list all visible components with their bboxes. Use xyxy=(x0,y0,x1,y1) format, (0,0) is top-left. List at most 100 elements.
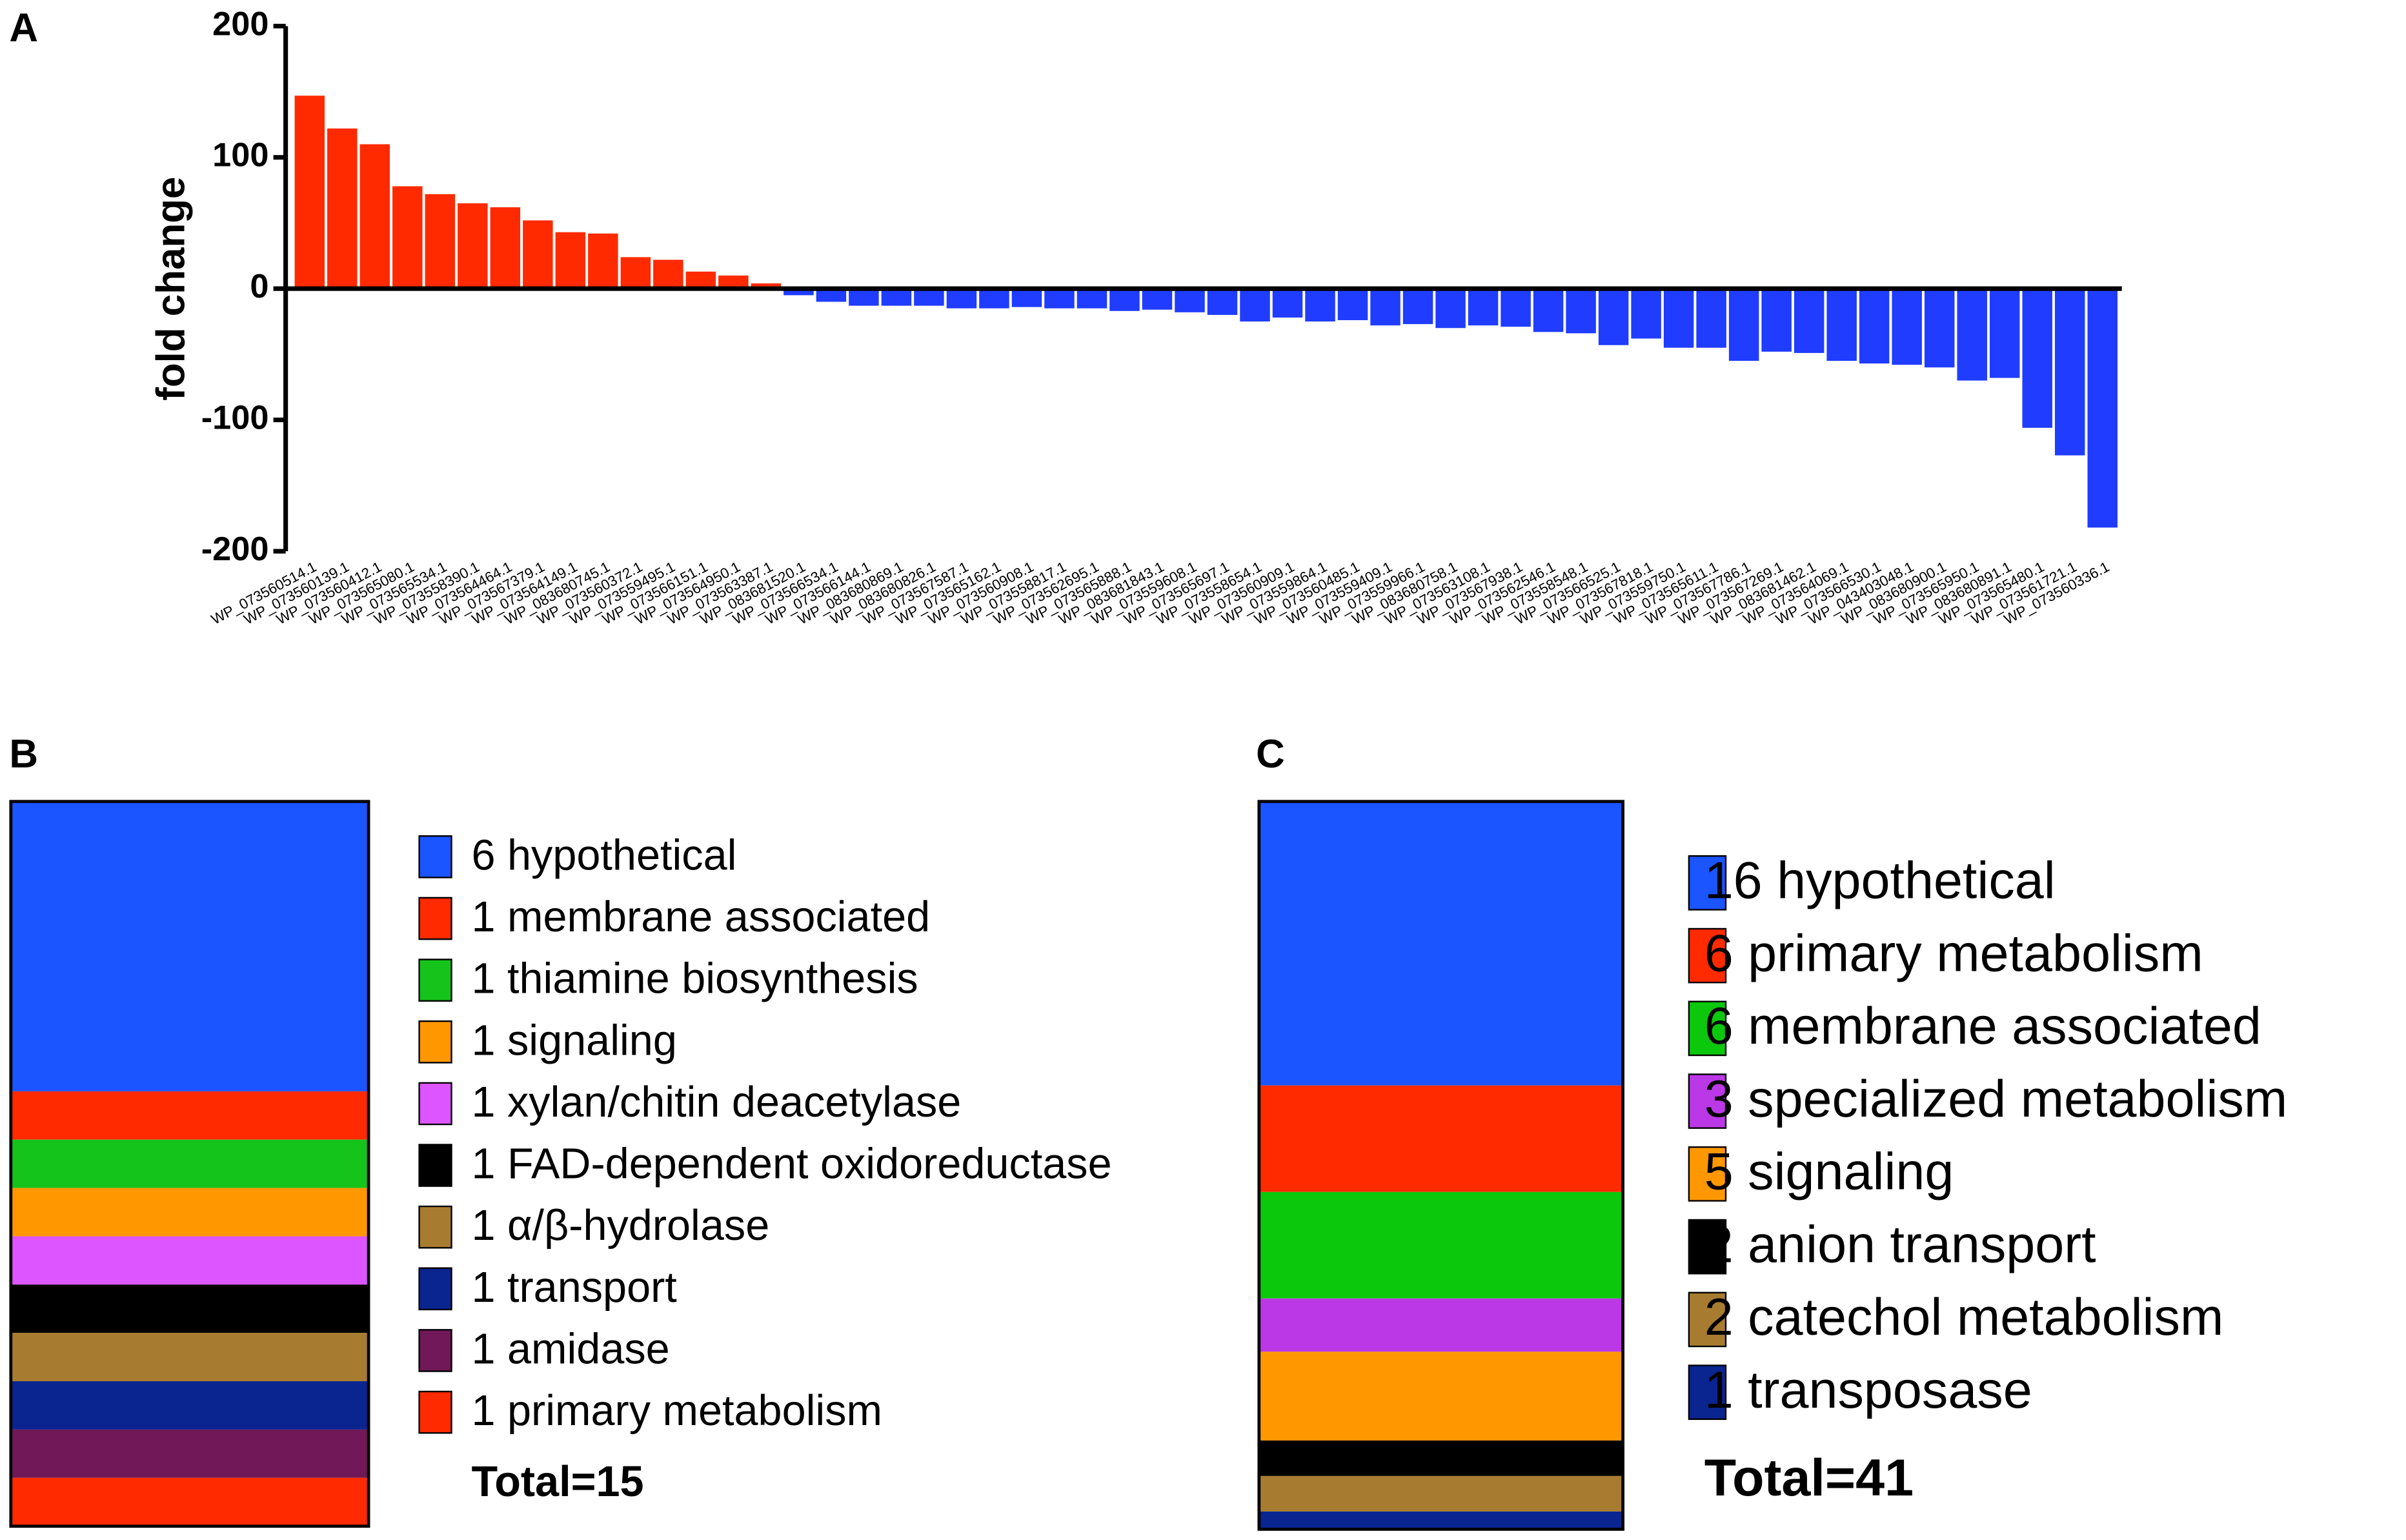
legend-swatch xyxy=(418,1082,452,1126)
y-tick-label: -100 xyxy=(201,399,269,436)
y-tick-label: -200 xyxy=(201,531,269,568)
legend-label: 6 primary metabolism xyxy=(1704,924,2203,982)
legend-swatch xyxy=(1688,1146,1727,1202)
legend-label: 1 transport xyxy=(471,1264,677,1312)
bar xyxy=(588,233,618,289)
bar xyxy=(490,207,521,289)
bar xyxy=(685,271,716,289)
legend-swatch xyxy=(1688,1073,1727,1129)
bar xyxy=(1728,289,1759,361)
bar xyxy=(425,194,456,289)
panel-letter: A xyxy=(9,6,38,50)
segment xyxy=(10,1429,369,1478)
bar xyxy=(2022,289,2052,428)
legend-label: 1 xylan/chitin deacetylase xyxy=(471,1079,961,1126)
bar xyxy=(1663,289,1694,348)
bar xyxy=(555,232,586,289)
bar xyxy=(1402,289,1433,325)
bar xyxy=(2054,289,2085,456)
bar xyxy=(1370,289,1400,326)
segment xyxy=(1259,1298,1623,1352)
bar xyxy=(1272,289,1303,318)
legend-swatch xyxy=(1688,1219,1727,1275)
bar xyxy=(1435,289,1466,329)
legend-label: 6 membrane associated xyxy=(1704,997,2261,1055)
legend-label: 2 anion transport xyxy=(1704,1215,2096,1273)
bar xyxy=(979,289,1009,309)
bar xyxy=(1957,289,1987,381)
legend-label: 16 hypothetical xyxy=(1704,852,2056,910)
legend-label: 6 hypothetical xyxy=(471,831,736,879)
bar xyxy=(1794,289,1825,353)
segment xyxy=(10,801,369,1091)
bar xyxy=(620,257,651,289)
legend-label: 1 signaling xyxy=(471,1017,676,1064)
legend-swatch xyxy=(418,1267,452,1311)
segment xyxy=(1259,1440,1623,1476)
bar xyxy=(1240,289,1270,322)
segment xyxy=(10,1188,369,1237)
bar xyxy=(1337,289,1368,321)
bar xyxy=(1631,289,1661,339)
legend-label: 1 membrane associated xyxy=(471,893,930,941)
bar xyxy=(1207,289,1238,315)
segment xyxy=(10,1284,369,1333)
total-label: Total=15 xyxy=(471,1458,643,1506)
legend-label: 1 thiamine biosynthesis xyxy=(471,955,918,1003)
legend-label: 1 α/β-hydrolase xyxy=(471,1202,769,1250)
legend-swatch xyxy=(1688,855,1727,911)
legend-swatch xyxy=(418,958,452,1002)
bar xyxy=(1533,289,1564,332)
bar xyxy=(392,186,423,289)
bar xyxy=(946,289,977,309)
segment xyxy=(10,1381,369,1430)
bar xyxy=(1011,289,1042,307)
legend-swatch xyxy=(418,835,452,878)
legend-label: 1 amidase xyxy=(471,1325,669,1373)
legend-swatch xyxy=(418,1144,452,1187)
bar xyxy=(359,144,390,289)
bar xyxy=(1761,289,1792,352)
bar xyxy=(1468,289,1499,326)
panel-letter: C xyxy=(1256,732,1285,776)
bar xyxy=(849,289,879,306)
legend-swatch xyxy=(418,897,452,940)
segment xyxy=(1259,1085,1623,1192)
legend-label: 5 signaling xyxy=(1704,1143,1954,1201)
legend-label: 1 FAD-dependent oxidoreductase xyxy=(471,1140,1111,1188)
panel-letter: B xyxy=(9,732,38,776)
bar xyxy=(1501,289,1531,327)
bar xyxy=(294,96,325,289)
segment xyxy=(1259,1511,1623,1530)
bar xyxy=(458,203,488,289)
bar xyxy=(914,289,944,306)
legend-swatch xyxy=(418,1390,452,1434)
bar xyxy=(1109,289,1140,311)
legend-label: 2 catechol metabolism xyxy=(1704,1288,2224,1346)
bar xyxy=(1305,289,1335,322)
bar xyxy=(1598,289,1629,345)
segment xyxy=(1259,1191,1623,1299)
bar xyxy=(783,289,814,296)
bar-outline xyxy=(9,800,370,1528)
segment xyxy=(10,1477,369,1526)
bar xyxy=(523,220,553,289)
bar xyxy=(1142,289,1173,310)
legend-swatch xyxy=(1688,1292,1727,1348)
bar xyxy=(718,275,749,289)
bar xyxy=(881,289,912,306)
segment xyxy=(10,1091,369,1140)
legend-swatch xyxy=(418,1329,452,1372)
bar xyxy=(1892,289,1922,365)
bar xyxy=(751,283,782,289)
bar xyxy=(816,289,847,302)
segment xyxy=(1259,801,1623,1086)
bar xyxy=(1044,289,1075,309)
bar-outline xyxy=(1257,800,1624,1531)
legend-swatch xyxy=(1688,927,1727,984)
y-axis-label: fold change xyxy=(148,177,193,401)
bar xyxy=(327,128,358,289)
legend-label: 1 transposase xyxy=(1704,1361,2032,1419)
bar xyxy=(1859,289,1890,364)
y-tick-label: 100 xyxy=(212,137,268,174)
